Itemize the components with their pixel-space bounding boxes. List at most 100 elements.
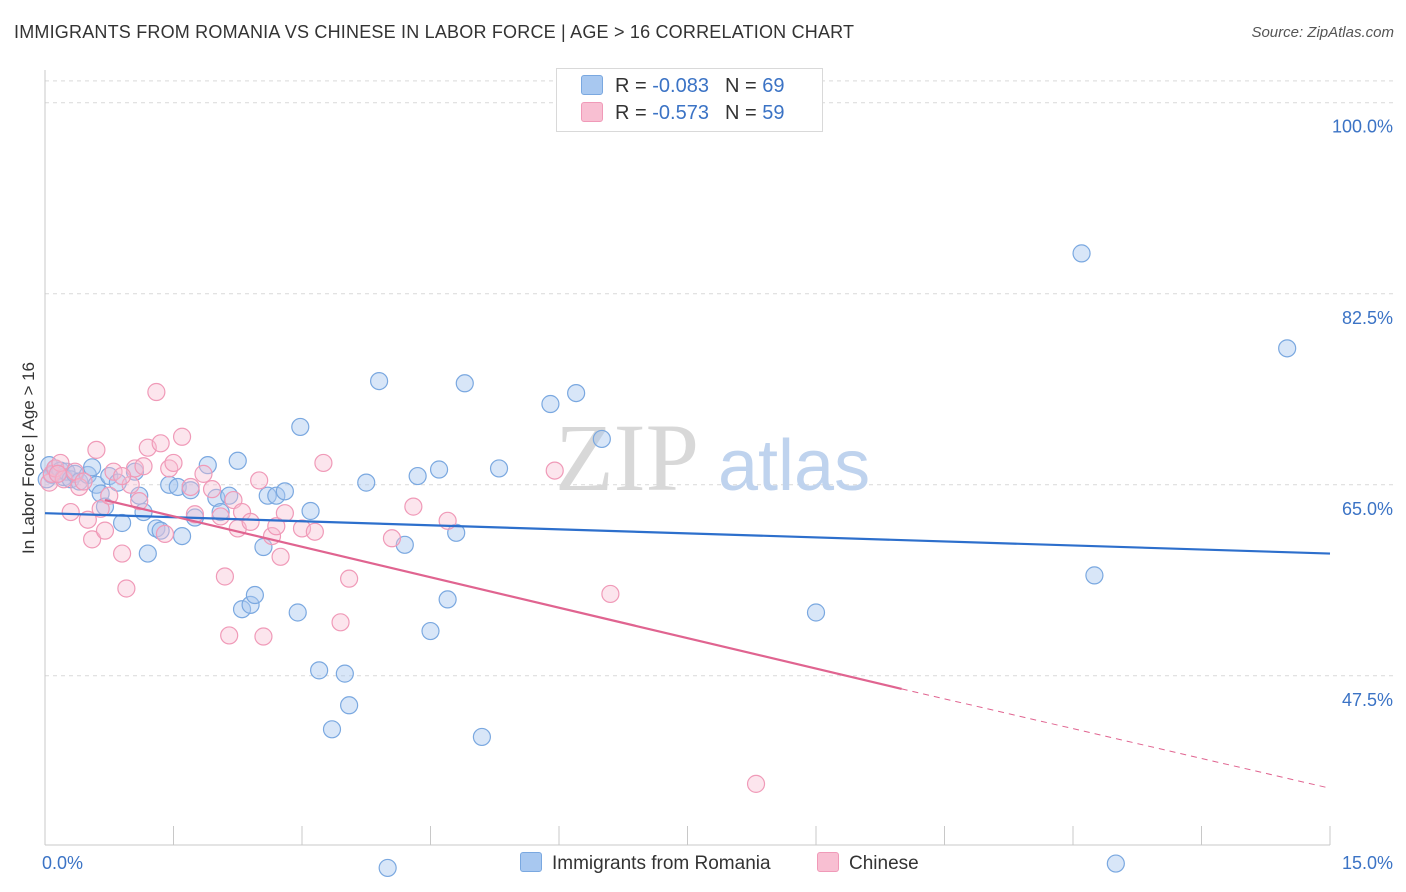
chinese-point [91,499,110,518]
romania-swatch [581,75,603,95]
chinese-point [104,462,123,481]
romania-point [232,600,252,619]
chinese-point [130,492,149,511]
trend-lines [44,499,1331,789]
chinese-point [215,567,234,586]
romania-point [1072,244,1091,263]
chinese-point [340,569,359,588]
romania-point [267,486,286,505]
chinese-point [250,471,269,490]
romania-point [429,460,449,479]
axes [44,70,1331,846]
romania-point [288,603,307,622]
chinese-trend-line-extrapolated [901,688,1331,789]
romania-point [83,458,102,477]
romania-point [211,502,230,522]
chinese-point [172,427,192,446]
y-tick-label: 100.0% [1332,117,1393,137]
grid-lines [45,80,1394,677]
chinese-point [382,529,402,548]
chinese-point [241,512,260,532]
chinese-point [545,461,564,480]
romania-point [438,590,457,609]
legend-r-label-chinese: R = [615,102,647,124]
chart-title: IMMIGRANTS FROM ROMANIA VS CHINESE IN LA… [14,22,855,42]
romania-point [172,526,192,546]
romania-trend-line [44,512,1331,555]
romania-point [138,544,157,563]
tick-labels: 47.5% 65.0% 82.5% 100.0% 0.0% 15.0% [42,117,1393,873]
chinese-point [305,522,324,541]
chinese-point [314,453,333,473]
romania-point [335,664,354,683]
romania-point [370,371,389,391]
chinese-point [151,434,170,453]
romania-point [322,720,342,739]
romania-point [408,466,427,486]
chinese-point [331,613,350,632]
romania-point [291,417,310,437]
chinese-point [601,584,620,604]
romania-point [378,858,397,878]
legend-r-value-romania: -0.083 [652,75,709,97]
chinese-point [134,457,153,476]
watermark-atlas: atlas [718,426,870,506]
romania-point [421,621,440,641]
romania-point [357,473,376,492]
y-tick-label: 82.5% [1342,308,1393,328]
romania-point [310,661,329,680]
legend-n-label-chinese: N = [724,102,757,124]
chinese-point [112,544,132,563]
chinese-point [117,579,136,598]
romania-point [228,451,247,470]
romania-point [112,513,132,533]
chinese-point [87,440,106,459]
y-tick-label: 65.0% [1342,499,1393,519]
legend-r-value-chinese: -0.573 [652,102,709,124]
romania-point [1085,566,1104,585]
romania-point [489,459,509,478]
romania-point [541,394,560,414]
romania-point [245,585,264,605]
legend-row-romania: R = -0.083 N = 69 [581,75,784,99]
legend-row-chinese: R = -0.573 N = 59 [581,102,784,126]
chinese-legend-swatch [817,852,839,872]
chinese-point [275,504,294,523]
chinese-point [267,517,286,536]
chinese-point [164,453,183,473]
romania-point [472,727,491,747]
chinese-point [202,480,222,499]
chinese-trend-line [104,499,902,690]
chinese-points [40,382,766,793]
legend-n-value-romania: 69 [762,75,785,97]
legend-r-label-romania: R = [615,75,647,97]
romania-point [592,429,611,449]
chinese-point [61,502,80,522]
legend-n-value-chinese: 59 [762,102,785,124]
x-tick-label-max: 15.0% [1342,853,1393,873]
legend-n-label-romania: N = [724,75,757,97]
source-credit: Source: ZipAtlas.com [1251,24,1394,41]
chinese-point [271,547,290,566]
romania-points [37,244,1297,878]
watermark-zip: ZIP [555,404,699,511]
chinese-point [254,627,273,646]
chinese-point [211,507,230,526]
bottom-legend-romania: Immigrants from Romania [520,852,771,875]
chinese-point [83,530,102,549]
romania-point [241,595,260,614]
romania-point [806,603,826,622]
y-tick-label: 47.5% [1342,690,1393,710]
chinese-point [746,774,766,793]
bottom-legend-chinese: Chinese [817,852,919,875]
bottom-legend-chinese-label: Chinese [849,853,919,874]
romania-point [455,374,474,393]
chinese-point [155,524,175,544]
chinese-point [95,521,115,540]
x-tick-label-min: 0.0% [42,853,83,873]
romania-point [301,501,320,521]
romania-point [340,696,359,715]
chinese-point [194,464,213,483]
romania-point [1106,854,1125,873]
